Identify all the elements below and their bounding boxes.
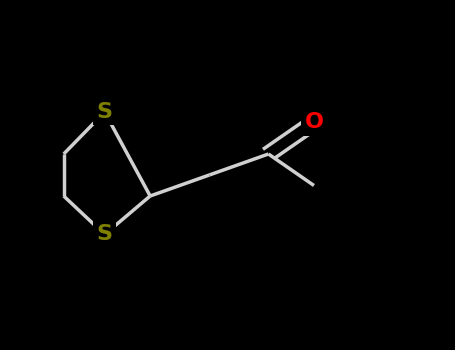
Text: O: O [304, 112, 324, 133]
Text: S: S [96, 224, 113, 245]
Text: S: S [96, 102, 113, 122]
